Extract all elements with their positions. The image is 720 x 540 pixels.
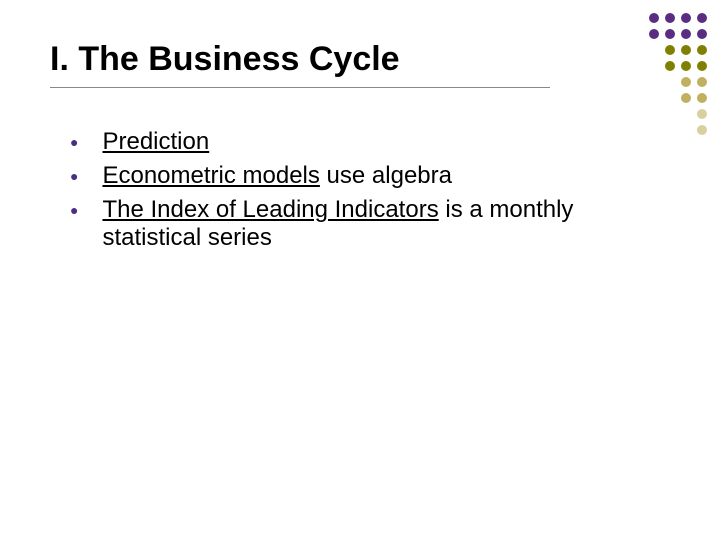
corner-dots-icon [646, 10, 710, 138]
dot [665, 29, 675, 39]
dot [697, 61, 707, 71]
dot [681, 29, 691, 39]
bullet-text: The Index of Leading Indicators is a mon… [102, 196, 662, 252]
dot [649, 29, 659, 39]
underlined-term: The Index of Leading Indicators [102, 196, 438, 223]
slide: I. The Business Cycle ● Prediction ● Eco… [0, 0, 720, 540]
dot [665, 61, 675, 71]
dot [697, 45, 707, 55]
dot [697, 109, 707, 119]
dot [681, 125, 691, 135]
underlined-term: Econometric models [102, 162, 319, 189]
slide-title: I. The Business Cycle [50, 40, 550, 88]
dot [697, 29, 707, 39]
dot [665, 125, 675, 135]
dot [649, 45, 659, 55]
dot [665, 77, 675, 87]
dot [649, 77, 659, 87]
bullet-rest: use algebra [320, 162, 452, 189]
dot [681, 13, 691, 23]
bullet-text: Econometric models use algebra [102, 162, 452, 190]
dot [681, 109, 691, 119]
dot [649, 61, 659, 71]
dot [665, 93, 675, 103]
dot [665, 45, 675, 55]
bullet-icon: ● [70, 162, 78, 190]
bullet-list: ● Prediction ● Econometric models use al… [50, 128, 670, 252]
bullet-text: Prediction [102, 128, 209, 156]
list-item: ● Econometric models use algebra [70, 162, 670, 190]
dot [649, 125, 659, 135]
bullet-icon: ● [70, 196, 78, 224]
dot [681, 77, 691, 87]
dot [697, 13, 707, 23]
underlined-term: Prediction [102, 128, 209, 155]
dot [681, 93, 691, 103]
dot [697, 125, 707, 135]
list-item: ● The Index of Leading Indicators is a m… [70, 196, 670, 252]
dot [665, 109, 675, 119]
dot [697, 77, 707, 87]
dot [665, 13, 675, 23]
dot [649, 109, 659, 119]
dot [681, 61, 691, 71]
bullet-icon: ● [70, 128, 78, 156]
list-item: ● Prediction [70, 128, 670, 156]
dot [681, 45, 691, 55]
dot [649, 13, 659, 23]
dot [649, 93, 659, 103]
dot [697, 93, 707, 103]
